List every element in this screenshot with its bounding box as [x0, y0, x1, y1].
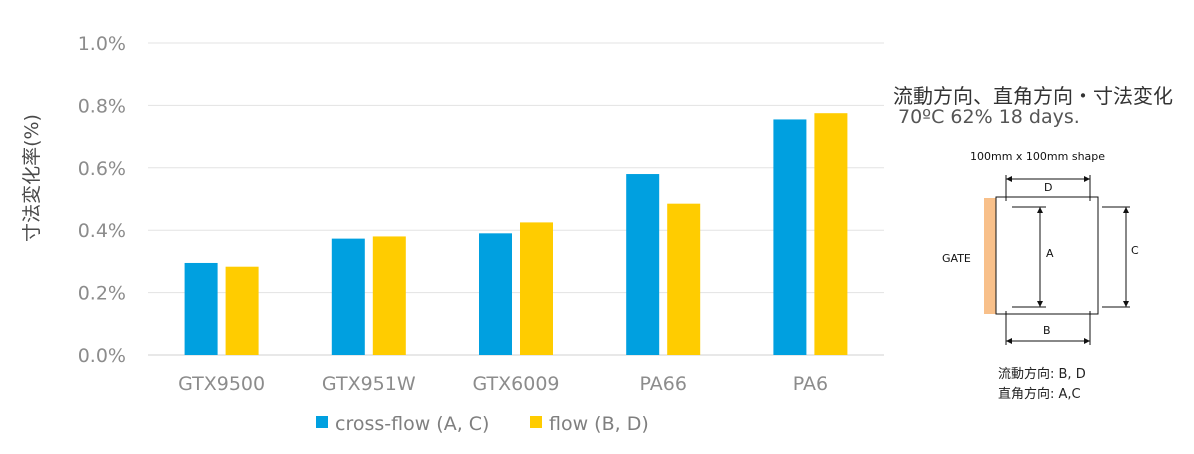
dim-b-arrow-left [1006, 338, 1012, 344]
side-title: 流動方向、直角方向・寸法変化 [893, 84, 1173, 108]
legend-swatch [316, 416, 328, 428]
bars [184, 113, 848, 355]
x-category-label: PA66 [639, 373, 686, 395]
flow-note: 流動方向: B, D [998, 366, 1086, 382]
legend-swatch [530, 416, 542, 428]
y-tick-label: 0.6% [78, 158, 126, 180]
bar-flow-gtx951w [372, 236, 406, 355]
dim-c-arrow-top [1123, 207, 1129, 213]
dim-a-label: A [1046, 247, 1054, 260]
dim-c-arrow-bottom [1123, 301, 1129, 307]
bar-cross-flow-gtx9500 [184, 262, 218, 355]
cross-note: 直角方向: A,C [998, 386, 1081, 402]
dim-d-label: D [1044, 181, 1052, 194]
dim-d-arrow-right [1084, 176, 1090, 182]
bar-flow-gtx6009 [520, 222, 553, 355]
x-category-label: GTX6009 [472, 373, 559, 395]
dim-a-arrow-top [1037, 207, 1043, 213]
bar-cross-flow-gtx6009 [479, 233, 512, 355]
bar-cross-flow-pa66 [626, 174, 660, 355]
x-category-label: GTX9500 [178, 373, 265, 395]
y-tick-label: 0.0% [78, 345, 126, 367]
y-axis-ticks: 0.0% 0.2% 0.4% 0.6% 0.8% 1.0% [78, 33, 126, 367]
dim-c-label: C [1131, 244, 1139, 257]
y-tick-label: 1.0% [78, 33, 126, 55]
legend: cross-flow (A, C) flow (B, D) [316, 413, 649, 435]
dim-d-arrow-left [1006, 176, 1012, 182]
x-axis-categories: GTX9500 GTX951W GTX6009 PA66 PA6 [178, 373, 828, 395]
x-category-label: GTX951W [322, 373, 416, 395]
bar-flow-pa66 [667, 203, 701, 355]
gridlines [148, 42, 884, 356]
specimen-diagram: 100mm x 100mm shape GATE D A C B 流動方向: B… [942, 150, 1139, 402]
bar-cross-flow-pa6 [773, 119, 807, 355]
side-condition: 70ºC 62% 18 days. [898, 106, 1080, 128]
gate-label: GATE [942, 252, 971, 265]
gate-strip [984, 198, 996, 314]
bar-flow-pa6 [814, 113, 848, 355]
y-tick-label: 0.4% [78, 220, 126, 242]
x-category-label: PA6 [793, 373, 828, 395]
y-axis-label: 寸法変化率(%) [21, 114, 43, 242]
y-tick-label: 0.2% [78, 283, 126, 305]
bar-cross-flow-gtx951w [331, 238, 365, 355]
legend-label: flow (B, D) [549, 413, 649, 435]
bar-flow-gtx9500 [225, 266, 259, 355]
legend-label: cross-flow (A, C) [335, 413, 489, 435]
dim-b-label: B [1043, 324, 1051, 337]
bar-chart: 0.0% 0.2% 0.4% 0.6% 0.8% 1.0% 寸法変化率(%) GTX950… [21, 33, 884, 435]
shape-label: 100mm x 100mm shape [970, 150, 1105, 163]
specimen-square [995, 196, 1099, 315]
y-tick-label: 0.8% [78, 95, 126, 117]
dim-a-arrow-bottom [1037, 301, 1043, 307]
dim-b-arrow-right [1084, 338, 1090, 344]
